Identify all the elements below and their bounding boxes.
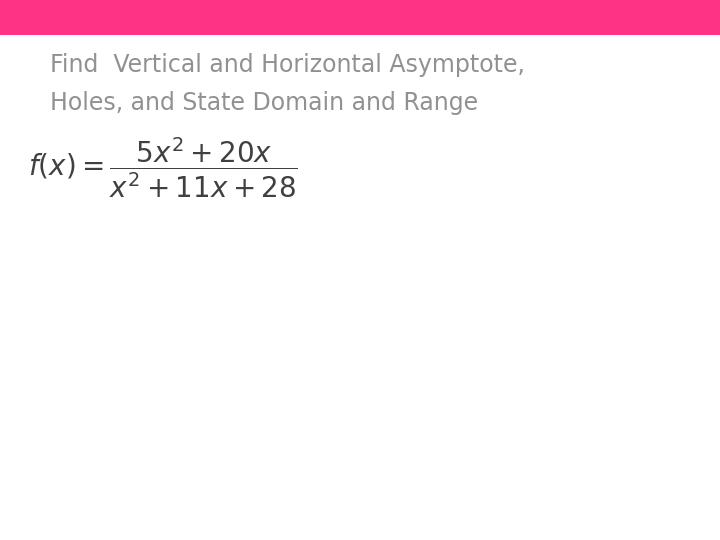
Bar: [0, 0, 720, 35]
Text: Holes, and State Domain and Range: Holes, and State Domain and Range: [50, 91, 478, 115]
Text: $f\left(x\right)=\dfrac{5x^{2}+20x}{x^{2}+11x+28}$: $f\left(x\right)=\dfrac{5x^{2}+20x}{x^{2…: [28, 136, 298, 200]
Text: Find  Vertical and Horizontal Asymptote,: Find Vertical and Horizontal Asymptote,: [50, 53, 525, 77]
